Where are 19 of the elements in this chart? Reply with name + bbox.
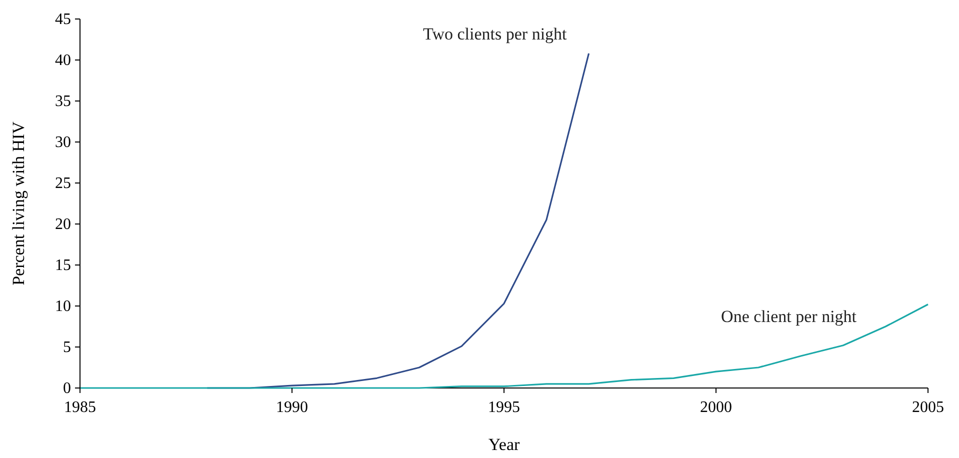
y-tick-label: 35: [55, 93, 71, 110]
x-tick-label: 1995: [488, 399, 520, 416]
series-label: One client per night: [721, 307, 857, 326]
series-label: Two clients per night: [423, 24, 568, 44]
y-tick-label: 5: [63, 339, 71, 356]
y-tick-label: 30: [55, 134, 71, 151]
y-tick-label: 25: [55, 175, 71, 192]
y-tick-label: 10: [55, 298, 71, 315]
x-tick-label: 1990: [276, 399, 308, 416]
x-tick-label: 2000: [700, 399, 732, 416]
y-tick-label: 40: [55, 52, 71, 69]
x-tick-label: 2005: [912, 399, 944, 416]
y-tick-label: 45: [55, 11, 71, 28]
y-tick-label: 0: [63, 380, 71, 397]
x-axis-title: Year: [488, 435, 520, 454]
x-tick-label: 1985: [64, 399, 96, 416]
y-tick-label: 20: [55, 216, 71, 233]
y-tick-label: 15: [55, 257, 71, 274]
y-axis-title: Percent living with HIV: [9, 120, 28, 286]
